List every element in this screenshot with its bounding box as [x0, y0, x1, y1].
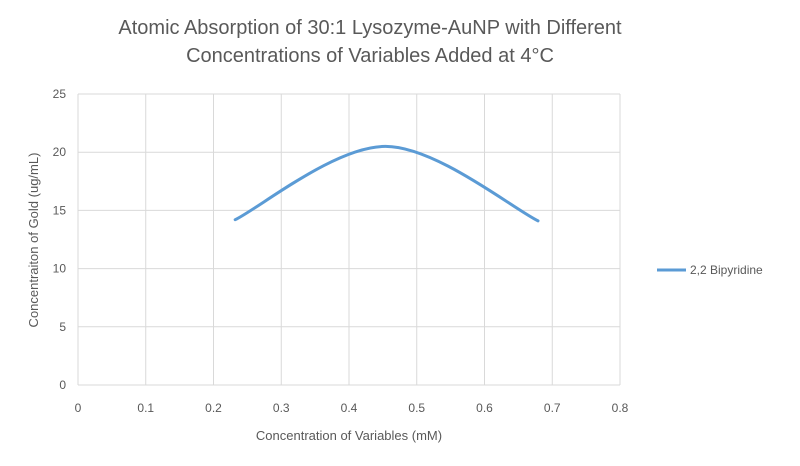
- x-tick-label: 0.8: [612, 401, 629, 415]
- x-axis-label: Concentration of Variables (mM): [256, 428, 442, 443]
- y-tick-label: 10: [53, 262, 67, 276]
- x-tick-label: 0.6: [476, 401, 493, 415]
- x-tick-label: 0.5: [408, 401, 425, 415]
- x-tick-label: 0.4: [341, 401, 358, 415]
- x-tick-label: 0.1: [137, 401, 154, 415]
- y-tick-label: 5: [59, 320, 66, 334]
- y-tick-label: 0: [59, 378, 66, 392]
- y-tick-label: 20: [53, 145, 67, 159]
- legend-label: 2,2 Bipyridine: [690, 263, 763, 277]
- y-tick-label: 25: [53, 87, 67, 101]
- y-axis-label: Concentraiton of Gold (ug/mL): [26, 153, 41, 328]
- series-line: [233, 144, 540, 223]
- y-tick-label: 15: [53, 203, 67, 217]
- chart-title-line-2: Concentrations of Variables Added at 4°C: [186, 45, 554, 67]
- legend: 2,2 Bipyridine: [657, 263, 763, 277]
- chart-title: Atomic Absorption of 30:1 Lysozyme-AuNP …: [0, 14, 740, 70]
- chart-title-line-1: Atomic Absorption of 30:1 Lysozyme-AuNP …: [118, 17, 622, 39]
- x-tick-label: 0.3: [273, 401, 290, 415]
- x-tick-label: 0.7: [544, 401, 561, 415]
- x-tick-label: 0.2: [205, 401, 222, 415]
- x-tick-label: 0: [75, 401, 82, 415]
